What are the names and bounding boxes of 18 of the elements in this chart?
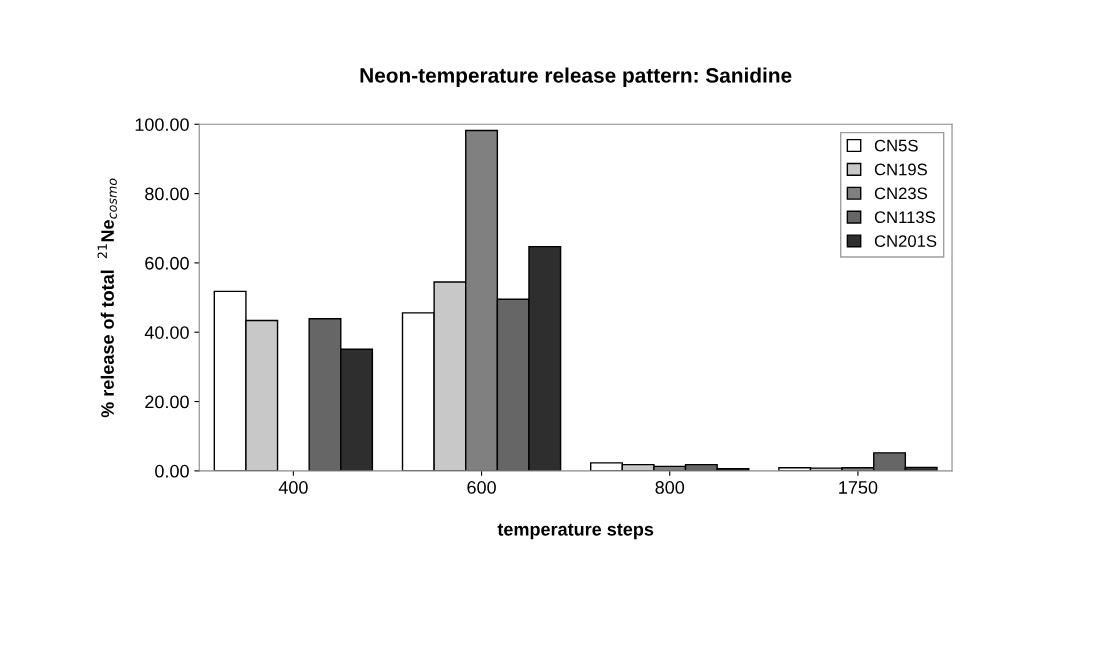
y-tick-label: 20.00 xyxy=(145,395,189,409)
x-tick-label: 400 xyxy=(278,481,308,494)
x-axis-title: temperature steps xyxy=(497,523,654,540)
y-tick-label: 60.00 xyxy=(145,256,189,270)
x-tick-label: 1750 xyxy=(839,481,878,494)
y-tick-label: 40.00 xyxy=(144,326,189,339)
legend-label: CN201S xyxy=(874,235,937,247)
chart-title: Neon-temperature release pattern: Sanidine xyxy=(360,67,792,87)
x-tick-label: 600 xyxy=(467,481,496,494)
legend-label: CN113S xyxy=(874,211,936,224)
y-tick-label: 80.00 xyxy=(145,187,189,201)
y-axis-title: % release of total $^{21}$Ne$_{cosmo}$ xyxy=(97,178,117,418)
legend-label: CN19S xyxy=(874,163,927,176)
x-tick-label: 800 xyxy=(655,481,685,494)
y-tick-label: 0.00 xyxy=(155,464,189,478)
legend-label: CN5S xyxy=(874,139,918,152)
legend-label: CN23S xyxy=(874,187,927,200)
y-tick-label: 100.00 xyxy=(135,118,189,131)
